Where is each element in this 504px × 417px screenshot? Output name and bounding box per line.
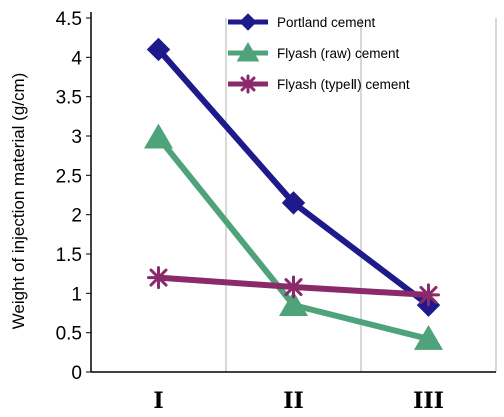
y-tick-label: 1.5 — [56, 245, 82, 266]
y-tick-labels: 0 0.5 1 1.5 2 2.5 3 3.5 4 4.5 — [56, 9, 91, 384]
gridlines — [225, 18, 497, 372]
series-3 — [147, 266, 440, 307]
axes — [90, 12, 496, 373]
x-tick-label: II — [283, 388, 304, 414]
legend-entry: Portland cement — [228, 13, 376, 31]
data-point — [239, 13, 257, 31]
y-tick-label: 0 — [71, 363, 82, 384]
x-tick-label: I — [153, 388, 163, 414]
data-point — [278, 291, 309, 317]
y-tick-label: 0.5 — [56, 324, 82, 345]
data-point — [236, 42, 260, 62]
data-point — [281, 191, 306, 215]
data-point — [413, 324, 444, 350]
series-2 — [143, 123, 444, 350]
legend-label: Portland cement — [277, 15, 376, 30]
x-tick-labels: I II III — [153, 388, 444, 414]
y-tick-label: 4.5 — [56, 9, 82, 30]
legend-label: Flyash (raw) cement — [277, 46, 400, 61]
y-tick-label: 2 — [71, 206, 82, 227]
data-point — [143, 123, 174, 149]
x-tick-label: III — [413, 388, 444, 414]
legend: Portland cement Flyash (raw) cement Flyash… — [228, 13, 410, 94]
y-tick-label: 3 — [71, 127, 82, 148]
legend-label: Flyash (typeⅡ) cement — [277, 77, 410, 92]
y-tick-label: 2.5 — [56, 166, 82, 187]
series-layer — [143, 37, 444, 350]
data-point — [146, 37, 171, 62]
data-point — [417, 283, 440, 307]
legend-entry: Flyash (typeⅡ) cement — [228, 74, 410, 94]
y-axis-label: Weight of injection material (g/cm) — [9, 73, 28, 330]
y-tick-label: 4 — [71, 48, 82, 69]
data-point — [147, 266, 170, 290]
data-point — [282, 275, 305, 299]
y-tick-label: 3.5 — [56, 88, 82, 109]
legend-entry: Flyash (raw) cement — [228, 42, 400, 62]
data-point — [238, 74, 258, 94]
y-tick-label: 1 — [71, 284, 82, 305]
